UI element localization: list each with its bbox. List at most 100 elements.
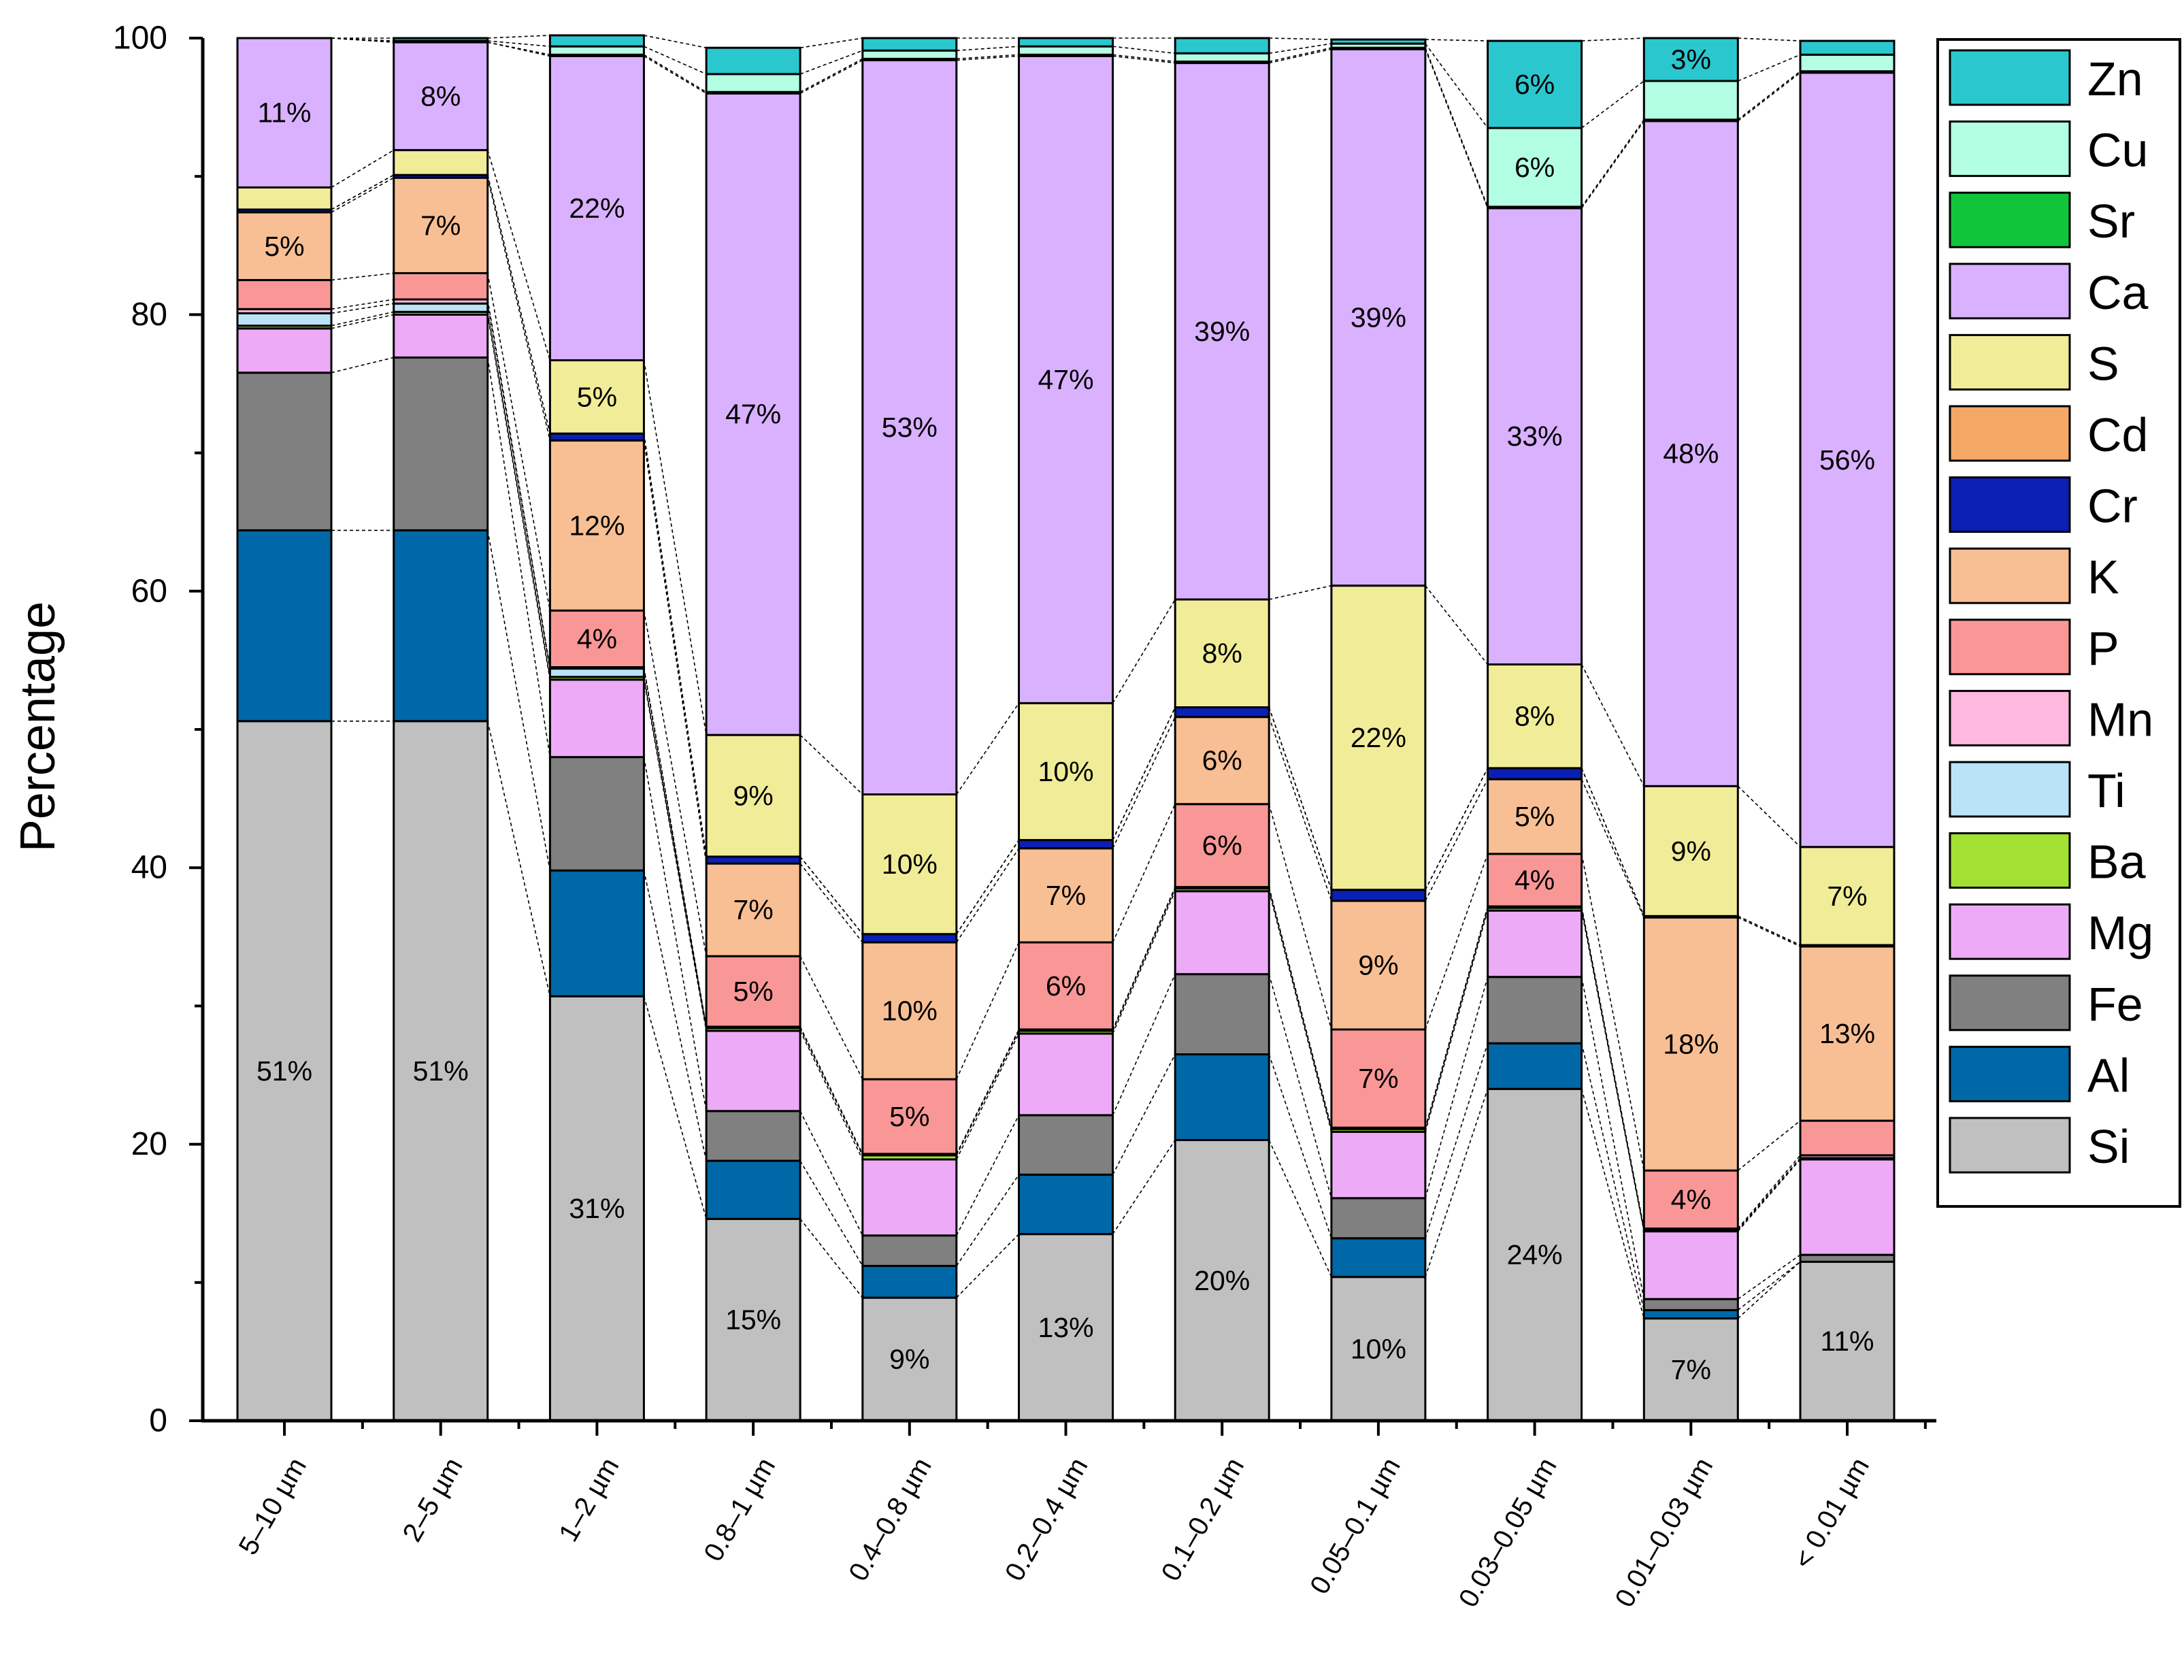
bar-segment-zn — [1642, 37, 1739, 82]
legend-label-p: P — [2087, 622, 2119, 675]
connector-line — [1581, 906, 1645, 1229]
legend-label-s: S — [2087, 337, 2119, 390]
connector-line — [799, 58, 863, 93]
connector-line — [799, 1026, 863, 1155]
data-label: 4% — [577, 623, 617, 655]
connector-line — [1268, 717, 1332, 902]
connector-line — [644, 35, 707, 49]
bar-segment-mg — [1330, 1130, 1427, 1200]
data-label: 51% — [413, 1055, 469, 1087]
bar-segment-mg — [1174, 890, 1270, 976]
connector-line — [643, 870, 707, 1162]
bar-segment-zn — [548, 34, 645, 48]
bar-segment-cu — [1487, 127, 1583, 208]
bar-segment-s — [1487, 663, 1583, 770]
connector-lines — [331, 35, 1801, 1319]
data-label: 31% — [569, 1193, 625, 1224]
data-label: 18% — [1663, 1028, 1719, 1059]
bar-segment-fe — [1487, 976, 1583, 1044]
connector-line — [1737, 71, 1801, 120]
bar-segment-p — [1642, 1169, 1739, 1230]
x-tick-label: 0.05–0.1 µm — [1304, 1453, 1406, 1599]
connector-line — [643, 679, 707, 1032]
legend-swatch-k — [1949, 547, 2071, 604]
x-tick-label: 0.03–0.05 µm — [1453, 1453, 1563, 1613]
connector-line — [1581, 664, 1645, 787]
bar-segment-si — [1799, 1260, 1896, 1422]
bar-segment-mg — [861, 1158, 958, 1237]
bar-segment-al — [861, 1264, 958, 1299]
connector-line — [1581, 976, 1645, 1300]
connector-line — [1581, 910, 1645, 1232]
bar-segment-cu — [861, 49, 958, 60]
bar-segment-zn — [1018, 37, 1114, 48]
legend-swatch-cu — [1949, 120, 2071, 178]
bar-segment-fe — [548, 756, 645, 872]
legend: Zn Cu Sr Ca S Cd Cr KP Mn Ti Ba Mg Fe Al Si — [1936, 38, 2181, 1208]
data-label: 5% — [264, 231, 304, 262]
data-label: 10% — [882, 849, 938, 880]
data-label: 9% — [1358, 949, 1398, 981]
connector-line — [1737, 1120, 1801, 1171]
bar-segment-al — [705, 1159, 801, 1220]
bar-segment-ca — [236, 37, 333, 188]
connector-line — [487, 42, 550, 56]
data-label: 8% — [1515, 701, 1555, 732]
bar-segment-s — [548, 359, 645, 435]
data-label: 3% — [1671, 44, 1711, 75]
x-tick-label: 1–2 µm — [553, 1453, 625, 1547]
bar-segment-k — [548, 439, 645, 612]
connector-line — [486, 530, 551, 871]
connector-line — [1581, 120, 1644, 209]
connector-line — [331, 177, 395, 213]
bar-segment-si — [1018, 1233, 1114, 1422]
connector-line — [799, 1218, 863, 1298]
bar-segment-s — [1330, 584, 1427, 891]
connector-line — [956, 848, 1020, 943]
bar-segment-s — [393, 149, 489, 176]
legend-swatch-cd — [1949, 405, 2071, 462]
connector-line — [1269, 584, 1332, 600]
connector-line — [1112, 1054, 1176, 1175]
x-ticks: 5–10 µm 2–5 µm 1–2 µm 0.8–1 µm 0.4–0.8 µm 0.2… — [233, 1421, 1927, 1613]
connector-line — [1112, 1140, 1176, 1235]
data-label: 47% — [725, 399, 781, 430]
legend-swatch-ti — [1949, 761, 2071, 818]
legend-swatch-cr — [1949, 476, 2071, 533]
data-label: 7% — [1671, 1354, 1711, 1385]
bar-segment-p — [548, 609, 645, 669]
connector-line — [1425, 39, 1488, 42]
x-tick-label: 5–10 µm — [233, 1453, 312, 1560]
connector-line — [799, 50, 863, 75]
bar-segment-p — [1330, 1028, 1427, 1129]
connector-line — [331, 311, 394, 327]
data-label: 48% — [1663, 438, 1719, 470]
x-tick-label: 0.1–0.2 µm — [1156, 1453, 1251, 1586]
bar-segment-s — [1174, 598, 1270, 708]
connector-line — [1268, 707, 1332, 890]
bar-segment-ca — [705, 92, 801, 736]
connector-line — [1425, 585, 1489, 665]
connector-line — [1581, 119, 1644, 208]
data-label: 9% — [733, 780, 773, 812]
connector-line — [1737, 1261, 1801, 1319]
connector-line — [1581, 1089, 1645, 1319]
legend-label-zn: Zn — [2087, 52, 2143, 105]
bar-segment-cr — [1330, 889, 1427, 902]
connector-line — [1269, 37, 1331, 40]
connector-line — [956, 1030, 1020, 1156]
bar-segment-zn — [705, 46, 801, 76]
connector-line — [1425, 853, 1489, 1030]
bar-segment-al — [1018, 1173, 1114, 1236]
connector-line — [799, 734, 863, 795]
connector-line — [1425, 47, 1489, 208]
bar-segment-k — [393, 176, 489, 274]
data-label: 5% — [889, 1101, 929, 1132]
bar-segment-mg — [705, 1030, 801, 1113]
legend-swatch-ba — [1949, 832, 2071, 889]
data-label: 56% — [1819, 444, 1875, 476]
connector-line — [1737, 1157, 1801, 1231]
y-axis-label: Percentage — [11, 602, 65, 852]
connector-line — [486, 299, 551, 668]
connector-line — [1268, 974, 1332, 1199]
